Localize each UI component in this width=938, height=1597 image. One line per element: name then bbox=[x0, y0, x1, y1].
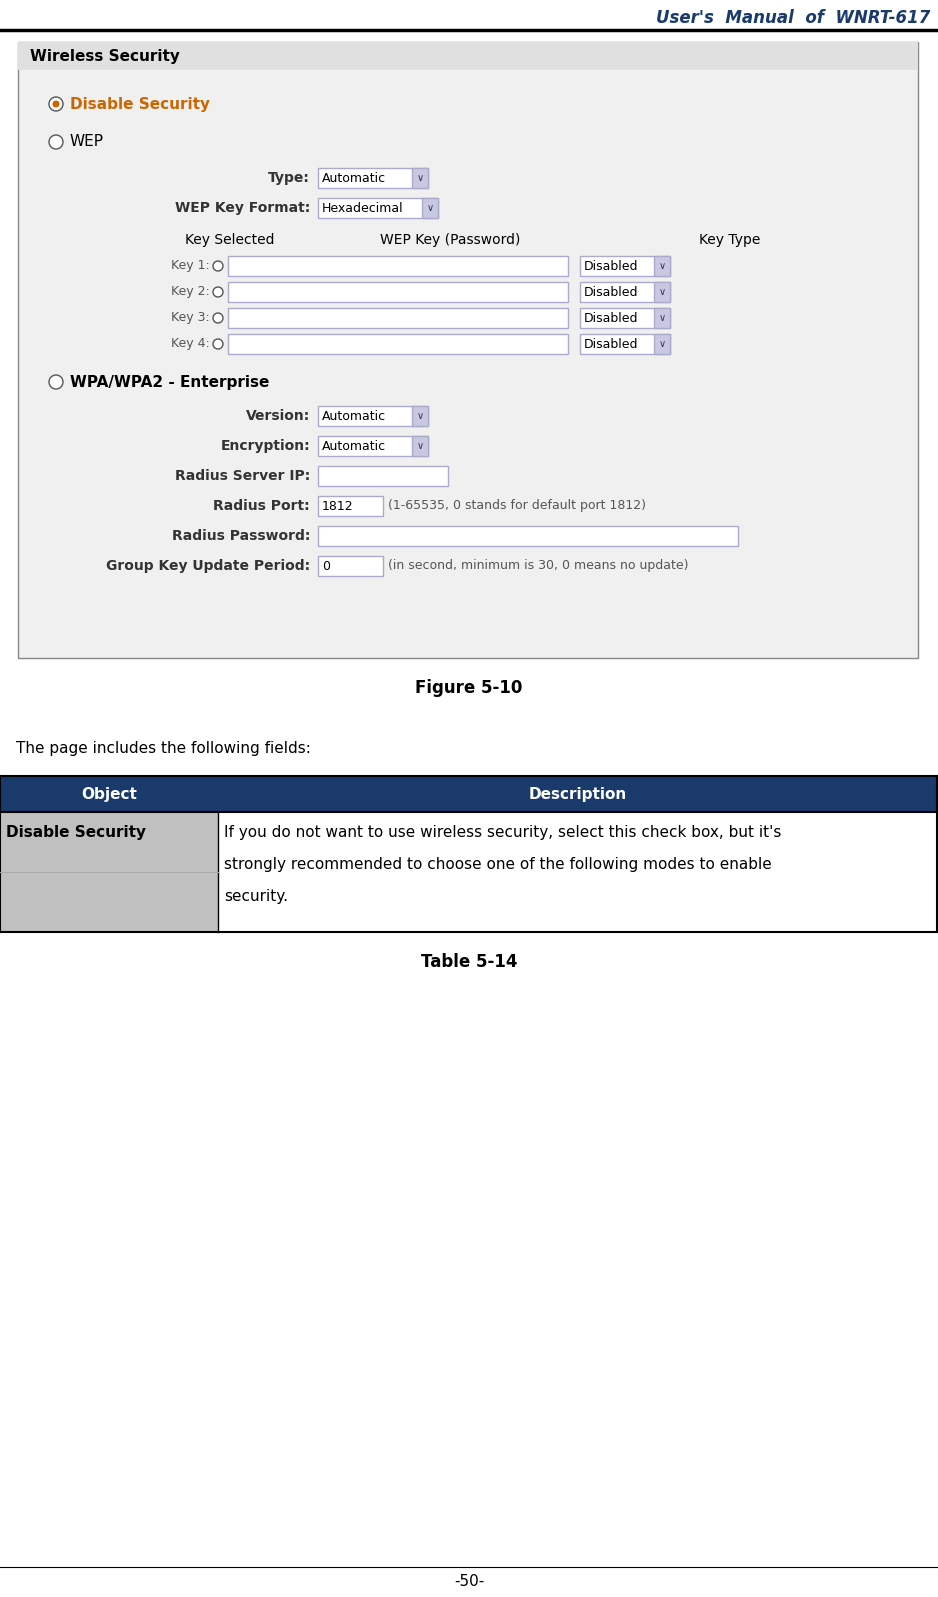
Text: Table 5-14: Table 5-14 bbox=[421, 953, 517, 971]
Bar bbox=[0, 811, 218, 933]
Text: Wireless Security: Wireless Security bbox=[30, 48, 180, 64]
Text: Key 1:: Key 1: bbox=[172, 259, 210, 273]
Bar bbox=[580, 334, 670, 355]
Text: Disabled: Disabled bbox=[584, 311, 639, 324]
Text: Automatic: Automatic bbox=[322, 171, 386, 185]
Circle shape bbox=[213, 287, 223, 297]
Bar bbox=[228, 283, 568, 302]
Bar bbox=[580, 283, 670, 302]
Bar bbox=[580, 256, 670, 276]
Text: ∨: ∨ bbox=[658, 313, 666, 323]
Text: strongly recommended to choose one of the following modes to enable: strongly recommended to choose one of th… bbox=[224, 856, 772, 872]
Circle shape bbox=[49, 375, 63, 390]
Text: User's  Manual  of  WNRT-617: User's Manual of WNRT-617 bbox=[656, 10, 930, 27]
Text: Radius Server IP:: Radius Server IP: bbox=[174, 470, 310, 482]
Bar bbox=[228, 308, 568, 327]
Bar bbox=[412, 436, 428, 457]
Text: Radius Port:: Radius Port: bbox=[213, 498, 310, 513]
Text: Disable Security: Disable Security bbox=[6, 824, 146, 840]
Bar bbox=[318, 436, 428, 457]
Bar bbox=[318, 525, 738, 546]
Bar bbox=[218, 811, 938, 933]
Bar bbox=[318, 556, 383, 577]
Text: ∨: ∨ bbox=[658, 260, 666, 271]
Bar bbox=[318, 406, 428, 426]
Text: Figure 5-10: Figure 5-10 bbox=[416, 679, 522, 696]
Bar bbox=[0, 776, 938, 811]
Text: Encryption:: Encryption: bbox=[220, 439, 310, 454]
Text: -50-: -50- bbox=[454, 1575, 484, 1589]
Text: Type:: Type: bbox=[268, 171, 310, 185]
Circle shape bbox=[49, 136, 63, 149]
Bar bbox=[580, 308, 670, 327]
Text: Group Key Update Period:: Group Key Update Period: bbox=[106, 559, 310, 573]
Bar bbox=[654, 283, 670, 302]
Text: Key Type: Key Type bbox=[700, 233, 761, 248]
Bar bbox=[654, 256, 670, 276]
Circle shape bbox=[213, 260, 223, 271]
Text: Disabled: Disabled bbox=[584, 259, 639, 273]
Text: (1-65535, 0 stands for default port 1812): (1-65535, 0 stands for default port 1812… bbox=[388, 500, 646, 513]
Text: Disable Security: Disable Security bbox=[70, 96, 210, 112]
Text: 1812: 1812 bbox=[322, 500, 354, 513]
Bar bbox=[318, 198, 438, 219]
Text: WEP Key (Password): WEP Key (Password) bbox=[380, 233, 521, 248]
Text: ∨: ∨ bbox=[658, 339, 666, 350]
Text: If you do not want to use wireless security, select this check box, but it's: If you do not want to use wireless secur… bbox=[224, 824, 781, 840]
Bar bbox=[228, 256, 568, 276]
Bar bbox=[318, 168, 428, 188]
Text: ∨: ∨ bbox=[658, 287, 666, 297]
Text: Object: Object bbox=[81, 786, 137, 802]
Circle shape bbox=[49, 97, 63, 112]
Text: Radius Password:: Radius Password: bbox=[172, 529, 310, 543]
Text: ∨: ∨ bbox=[416, 410, 424, 422]
Text: Version:: Version: bbox=[246, 409, 310, 423]
Bar bbox=[18, 42, 918, 658]
Text: ∨: ∨ bbox=[416, 441, 424, 450]
Bar bbox=[318, 466, 448, 485]
Text: WEP: WEP bbox=[70, 134, 104, 150]
Text: ∨: ∨ bbox=[427, 203, 433, 212]
Text: Key 2:: Key 2: bbox=[172, 286, 210, 299]
Circle shape bbox=[213, 339, 223, 350]
Text: Key 4:: Key 4: bbox=[172, 337, 210, 350]
Circle shape bbox=[53, 101, 59, 107]
Text: ∨: ∨ bbox=[416, 172, 424, 184]
Bar bbox=[18, 42, 918, 70]
Text: The page includes the following fields:: The page includes the following fields: bbox=[16, 741, 310, 755]
Text: Description: Description bbox=[529, 786, 628, 802]
Bar bbox=[422, 198, 438, 219]
Text: Key 3:: Key 3: bbox=[172, 311, 210, 324]
Circle shape bbox=[213, 313, 223, 323]
Bar bbox=[654, 308, 670, 327]
Text: Disabled: Disabled bbox=[584, 337, 639, 350]
Bar bbox=[318, 497, 383, 516]
Text: WEP Key Format:: WEP Key Format: bbox=[174, 201, 310, 216]
Text: Key Selected: Key Selected bbox=[185, 233, 275, 248]
Text: 0: 0 bbox=[322, 559, 330, 572]
Text: Disabled: Disabled bbox=[584, 286, 639, 299]
Text: WPA/WPA2 - Enterprise: WPA/WPA2 - Enterprise bbox=[70, 375, 269, 390]
Text: Hexadecimal: Hexadecimal bbox=[322, 201, 403, 214]
Bar bbox=[228, 334, 568, 355]
Text: (in second, minimum is 30, 0 means no update): (in second, minimum is 30, 0 means no up… bbox=[388, 559, 688, 572]
Text: Automatic: Automatic bbox=[322, 439, 386, 452]
Text: security.: security. bbox=[224, 888, 288, 904]
Text: Automatic: Automatic bbox=[322, 409, 386, 423]
Bar bbox=[654, 334, 670, 355]
Bar bbox=[412, 406, 428, 426]
Bar bbox=[412, 168, 428, 188]
